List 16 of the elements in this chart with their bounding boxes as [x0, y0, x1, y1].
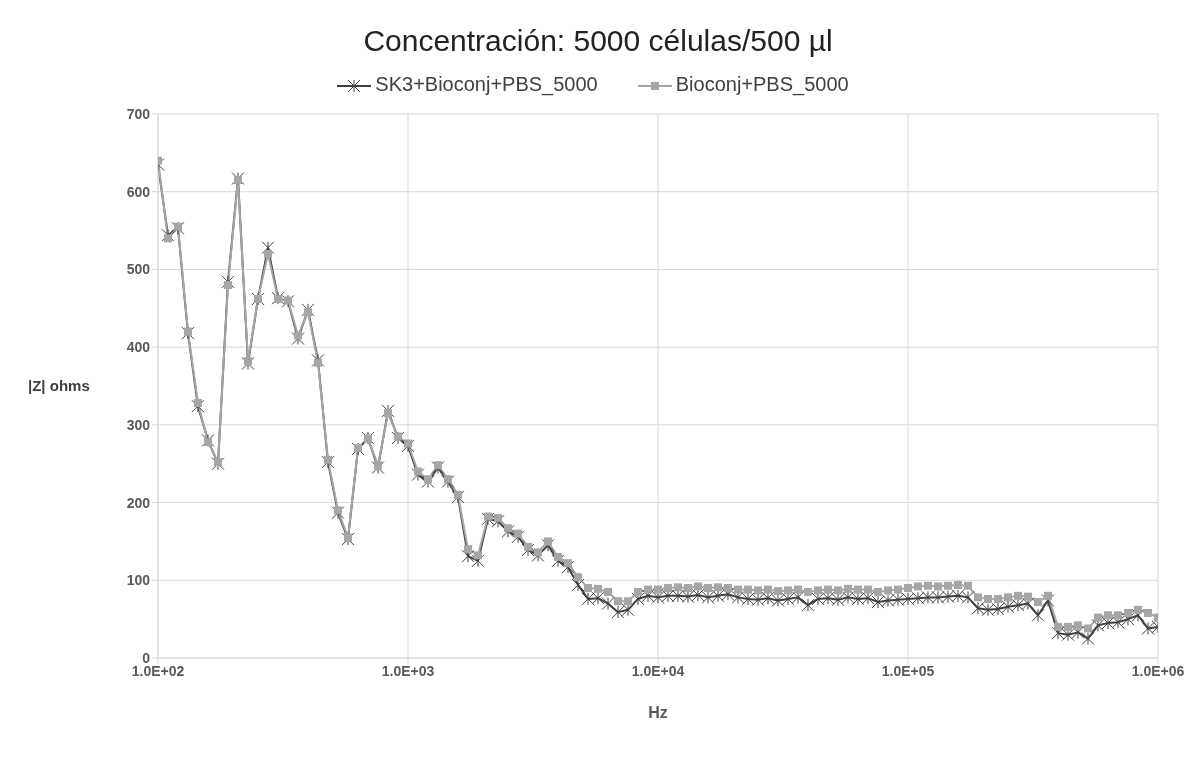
legend-label: Bioconj+PBS_5000	[674, 73, 849, 96]
y-tick-label: 700	[126, 105, 151, 122]
y-tick-label: 500	[126, 261, 151, 278]
x-tick-label: 1.0E+06	[1131, 662, 1185, 679]
y-tick-label: 100	[126, 572, 151, 589]
x-axis-title: Hz	[648, 704, 668, 721]
y-tick-label: 600	[126, 183, 151, 200]
y-axis-title: |Z| ohms	[28, 377, 90, 395]
x-tick-label: 1.0E+05	[881, 662, 935, 679]
y-tick-label: 300	[126, 416, 151, 433]
x-tick-label: 1.0E+03	[381, 662, 435, 679]
x-tick-label: 1.0E+04	[631, 662, 685, 679]
y-tick-label: 200	[126, 494, 151, 511]
y-tick-label: 400	[126, 339, 151, 356]
legend-label: SK3+Bioconj+PBS_5000	[374, 73, 598, 96]
chart-title: Concentración: 5000 células/500 µl	[362, 23, 834, 59]
